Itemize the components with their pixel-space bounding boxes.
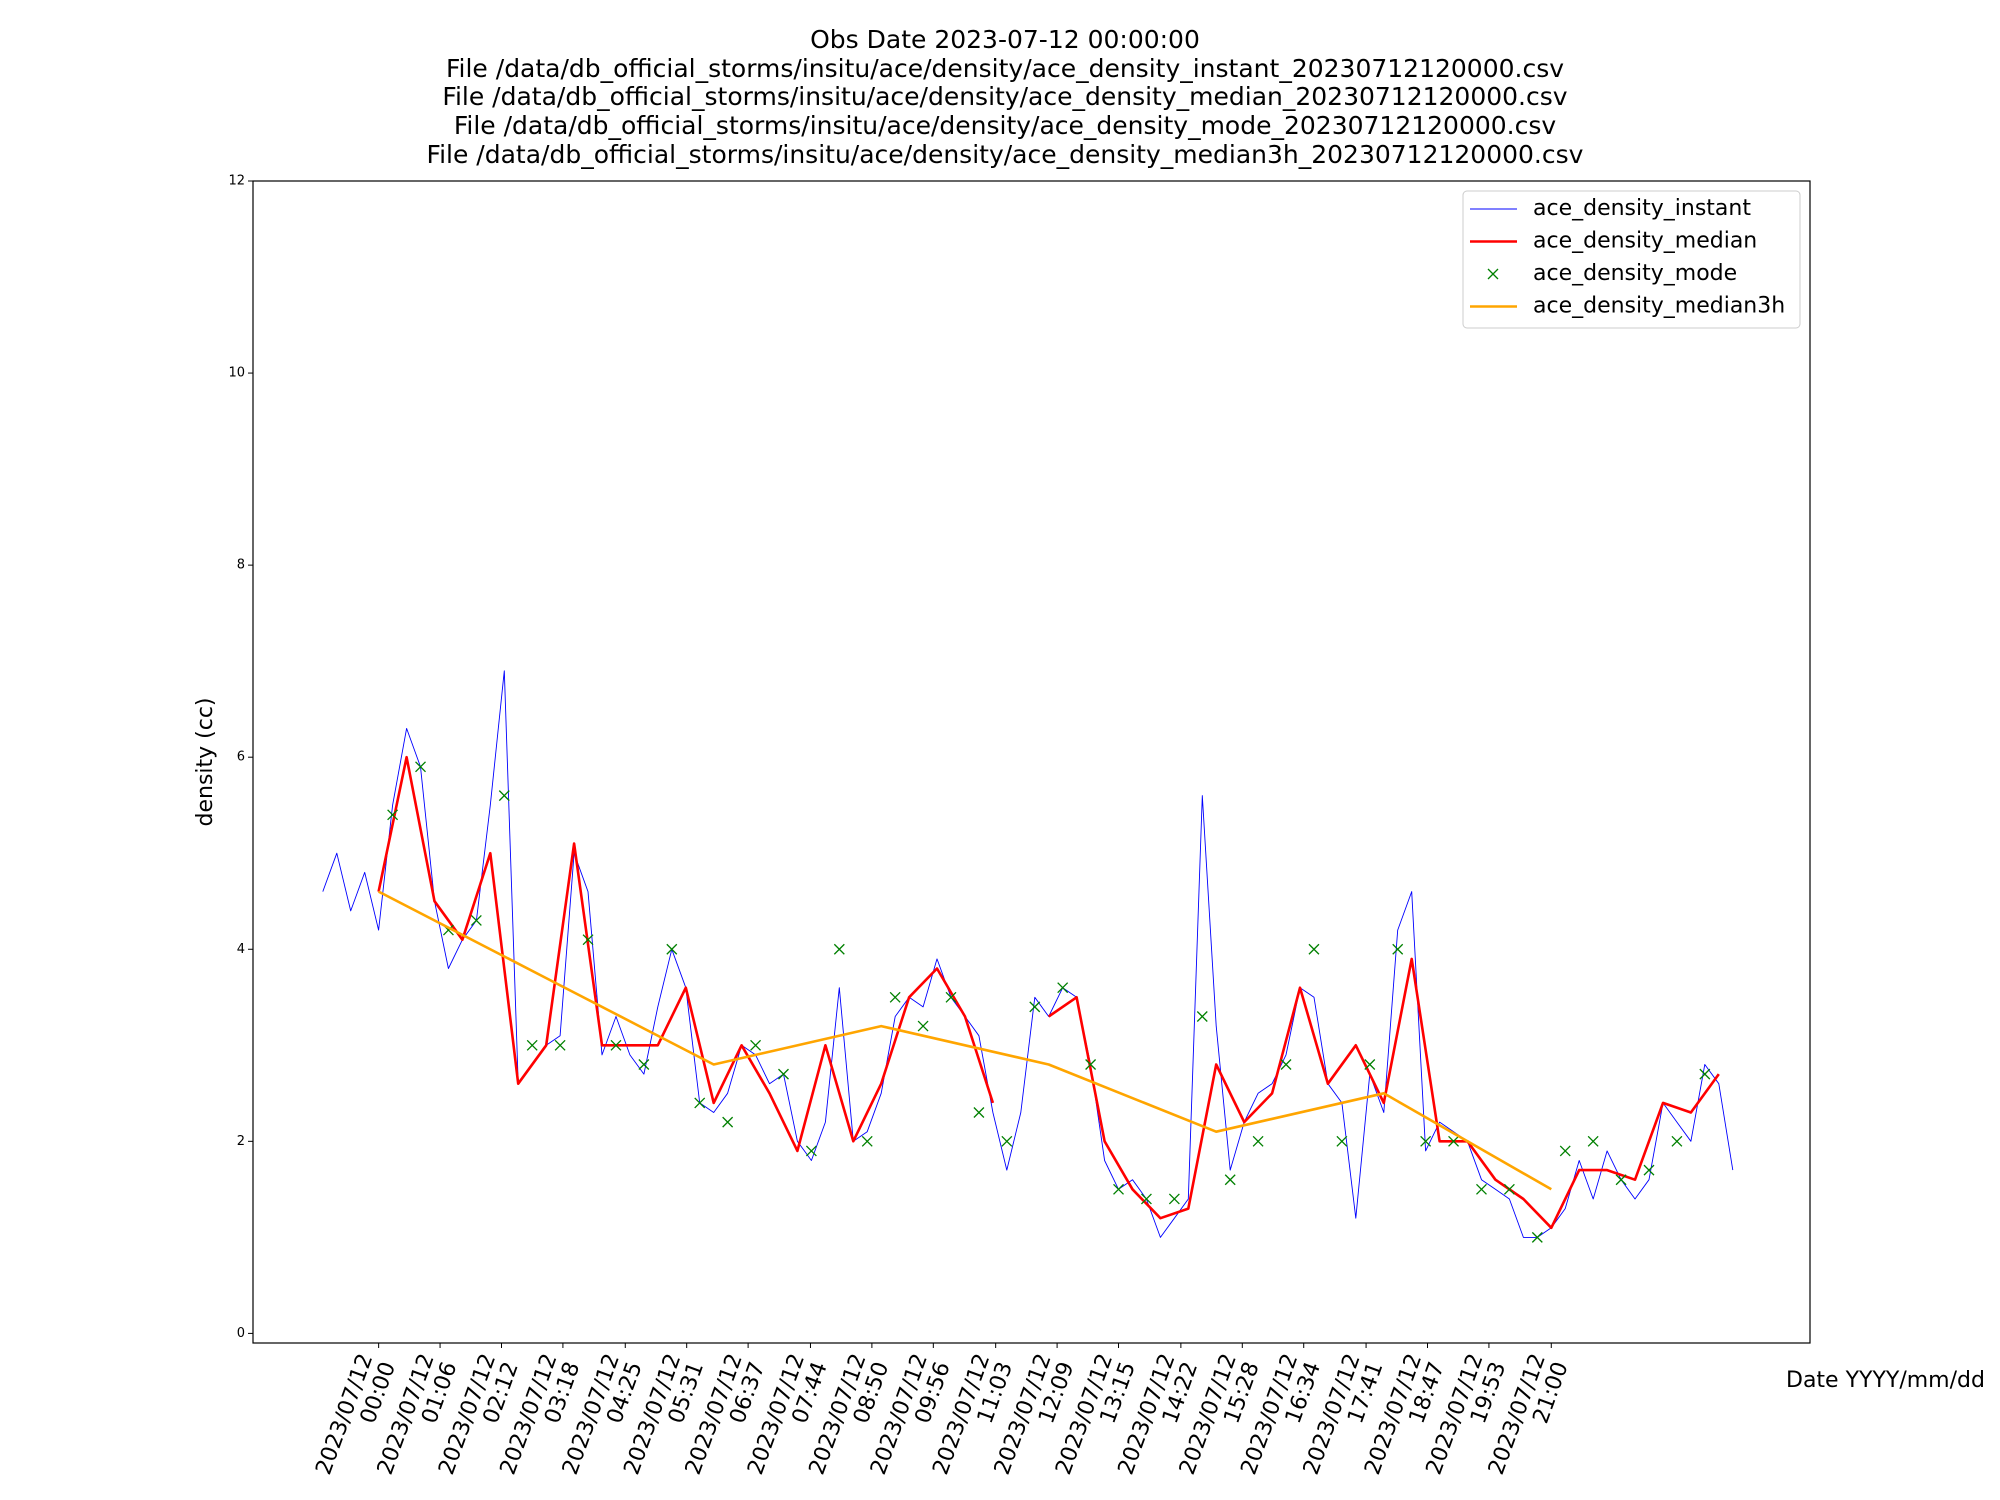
legend-label: ace_density_median3h xyxy=(1533,294,1785,319)
mode-marker xyxy=(1699,1068,1711,1080)
y-tick-label: 8 xyxy=(237,558,245,573)
legend-box xyxy=(1462,190,1801,329)
mode-marker xyxy=(1280,1059,1292,1070)
chart-title: File /data/db_official_storms/insitu/ace… xyxy=(454,111,1557,140)
series-line xyxy=(378,890,1552,1191)
mode-marker xyxy=(722,1116,734,1128)
mode-marker xyxy=(498,790,510,802)
mode-marker xyxy=(1531,1231,1543,1243)
y-tick-label: 4 xyxy=(237,942,245,957)
mode-marker xyxy=(1308,943,1320,955)
mode-marker xyxy=(889,991,901,1003)
mode-marker xyxy=(1336,1135,1348,1147)
mode-marker xyxy=(1252,1135,1264,1147)
mode-marker xyxy=(1448,1135,1460,1147)
chart-title: File /data/db_official_storms/insitu/ace… xyxy=(427,140,1584,169)
mode-marker xyxy=(1224,1174,1236,1186)
mode-marker xyxy=(1196,1011,1208,1022)
y-tick-label: 2 xyxy=(237,1134,245,1149)
mode-marker xyxy=(1392,943,1404,955)
mode-marker xyxy=(1671,1135,1683,1147)
chart-title: Obs Date 2023-07-12 00:00:00 xyxy=(810,25,1200,54)
mode-marker xyxy=(610,1039,622,1051)
mode-marker xyxy=(1113,1183,1124,1195)
y-tick-label: 12 xyxy=(228,174,245,189)
mode-marker xyxy=(973,1107,985,1118)
mode-marker xyxy=(1503,1183,1515,1195)
mode-marker xyxy=(1168,1193,1180,1205)
mode-marker xyxy=(805,1145,817,1157)
plot-frame xyxy=(252,180,1811,1344)
mode-marker xyxy=(387,809,399,821)
legend-label: ace_density_mode xyxy=(1533,261,1737,286)
series-line xyxy=(377,755,1720,1230)
mode-marker xyxy=(778,1068,789,1080)
y-axis-label: density (cc) xyxy=(193,697,218,826)
chart-title: File /data/db_official_storms/insitu/ace… xyxy=(446,54,1564,83)
mode-marker xyxy=(1643,1164,1655,1176)
chart-title: File /data/db_official_storms/insitu/ace… xyxy=(442,82,1567,111)
mode-marker xyxy=(582,934,594,946)
mode-marker xyxy=(638,1059,650,1070)
x-axis-label: Date YYYY/mm/dd xyxy=(1786,1368,1985,1393)
mode-marker xyxy=(1476,1183,1487,1195)
mode-marker xyxy=(750,1039,762,1051)
mode-marker xyxy=(666,943,678,955)
mode-marker xyxy=(1364,1059,1376,1070)
y-tick-label: 10 xyxy=(228,366,245,381)
y-tick-label: 6 xyxy=(237,750,245,765)
mode-marker xyxy=(1615,1174,1627,1186)
mode-marker xyxy=(945,991,957,1003)
mode-marker xyxy=(415,761,426,773)
mode-marker xyxy=(917,1020,929,1032)
series-line xyxy=(322,670,1734,1238)
mode-marker xyxy=(1587,1135,1599,1147)
legend-label: ace_density_instant xyxy=(1533,196,1751,221)
legend-label: ace_density_median xyxy=(1533,229,1757,254)
mode-marker xyxy=(470,914,482,926)
mode-marker xyxy=(1420,1135,1432,1147)
mode-marker xyxy=(694,1097,706,1109)
mode-marker xyxy=(1559,1145,1571,1157)
mode-marker xyxy=(1029,1001,1041,1013)
legend-marker xyxy=(1487,268,1499,280)
mode-marker xyxy=(1001,1135,1013,1147)
mode-marker xyxy=(526,1039,538,1051)
mode-marker xyxy=(1085,1059,1097,1070)
mode-marker xyxy=(861,1135,873,1147)
mode-marker xyxy=(554,1039,566,1051)
mode-marker xyxy=(1140,1193,1152,1205)
mode-marker xyxy=(1057,982,1069,994)
y-tick-label: 0 xyxy=(237,1326,245,1341)
mode-marker xyxy=(833,943,845,955)
